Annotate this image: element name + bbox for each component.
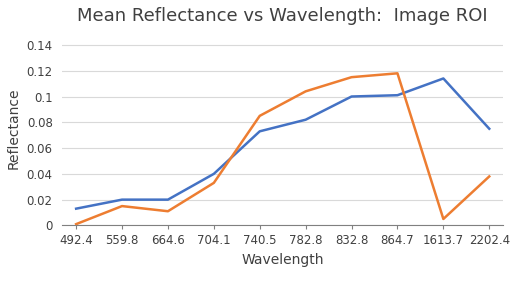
2020 (440, 77, 447, 80)
2016 (349, 75, 355, 79)
2016 (211, 181, 217, 185)
2016 (303, 90, 309, 93)
2020 (486, 127, 493, 130)
Line: 2020: 2020 (76, 78, 490, 209)
2016 (440, 217, 447, 221)
2016 (394, 72, 400, 75)
2020 (73, 207, 79, 210)
2020 (211, 172, 217, 176)
2016 (73, 223, 79, 226)
Y-axis label: Reflectance: Reflectance (7, 88, 21, 169)
Line: 2016: 2016 (76, 73, 490, 224)
2020 (256, 129, 263, 133)
Title: Mean Reflectance vs Wavelength:  Image ROI: Mean Reflectance vs Wavelength: Image RO… (77, 7, 488, 25)
2020 (165, 198, 171, 201)
2016 (119, 204, 125, 208)
2016 (486, 175, 493, 178)
2020 (303, 118, 309, 121)
2020 (394, 93, 400, 97)
2016 (256, 114, 263, 118)
2020 (349, 95, 355, 98)
2020 (119, 198, 125, 201)
X-axis label: Wavelength: Wavelength (241, 253, 324, 267)
2016 (165, 210, 171, 213)
